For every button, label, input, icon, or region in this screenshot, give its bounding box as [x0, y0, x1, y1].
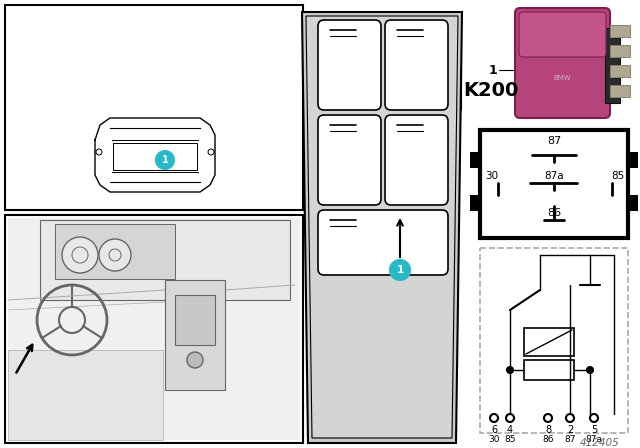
Bar [626, 195, 638, 211]
Bar [524, 328, 574, 356]
Bar [610, 25, 630, 37]
Bar [470, 152, 482, 168]
Text: BMW: BMW [553, 75, 571, 81]
Bar [8, 218, 300, 440]
FancyBboxPatch shape [318, 20, 381, 110]
Text: 30: 30 [488, 435, 500, 444]
Text: 86: 86 [542, 435, 554, 444]
Bar [55, 224, 175, 279]
Text: 85: 85 [504, 435, 516, 444]
Bar [5, 5, 303, 210]
Bar [626, 152, 638, 168]
Circle shape [587, 367, 593, 373]
Bar [610, 45, 630, 57]
Circle shape [390, 260, 410, 280]
Text: 86: 86 [547, 208, 561, 218]
FancyBboxPatch shape [318, 210, 448, 275]
FancyBboxPatch shape [318, 115, 381, 205]
Circle shape [507, 367, 513, 373]
Circle shape [187, 352, 203, 368]
Bar [480, 130, 628, 238]
Bar [610, 65, 630, 77]
FancyBboxPatch shape [385, 115, 448, 205]
Text: 85: 85 [611, 171, 625, 181]
Polygon shape [306, 16, 458, 438]
Text: 1: 1 [162, 155, 168, 165]
Circle shape [156, 151, 174, 169]
Text: 87a: 87a [544, 171, 564, 181]
FancyBboxPatch shape [515, 8, 610, 118]
Text: K200: K200 [463, 81, 518, 99]
Bar [605, 28, 620, 103]
Bar [175, 295, 215, 345]
Text: 8: 8 [545, 425, 551, 435]
FancyBboxPatch shape [519, 12, 606, 57]
Circle shape [109, 249, 121, 261]
Circle shape [99, 239, 131, 271]
Bar [165, 280, 225, 390]
Bar [8, 350, 163, 440]
Polygon shape [302, 12, 462, 443]
Bar [480, 248, 628, 433]
Text: 5: 5 [591, 425, 597, 435]
Circle shape [72, 247, 88, 263]
Text: 87: 87 [547, 136, 561, 146]
Text: 30: 30 [485, 171, 499, 181]
Bar [610, 85, 630, 97]
Circle shape [62, 237, 98, 273]
Text: 4: 4 [507, 425, 513, 435]
FancyBboxPatch shape [385, 20, 448, 110]
Text: 6: 6 [491, 425, 497, 435]
Bar [524, 360, 574, 380]
Text: 2: 2 [567, 425, 573, 435]
Bar [40, 220, 290, 300]
Text: 1: 1 [396, 265, 404, 275]
Text: 87a: 87a [586, 435, 602, 444]
Text: 1: 1 [488, 64, 497, 77]
Text: 87: 87 [564, 435, 576, 444]
Bar [5, 215, 303, 443]
Text: 412405: 412405 [580, 438, 620, 448]
Bar [470, 195, 482, 211]
